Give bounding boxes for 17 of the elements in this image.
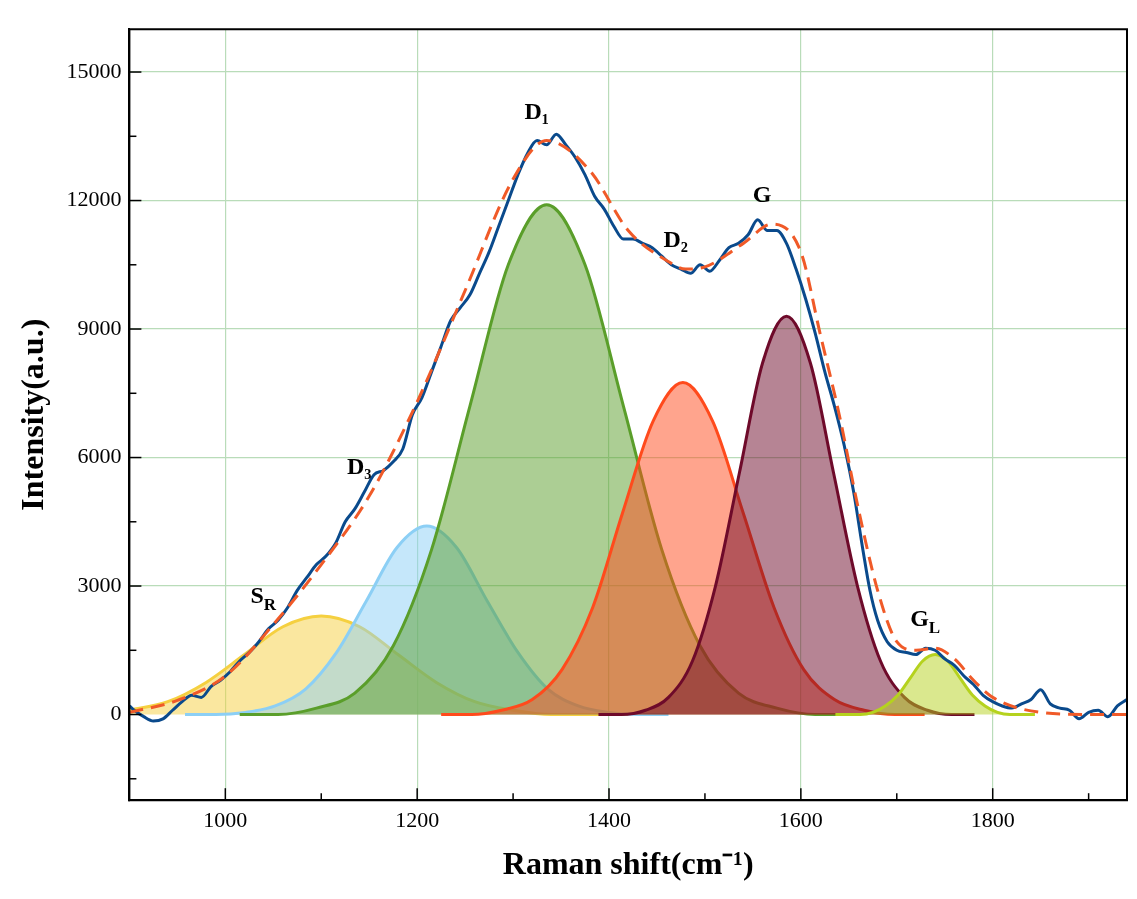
x-tick-label: 1000: [203, 807, 248, 833]
y-tick-label: 12000: [66, 186, 122, 212]
y-tick-label: 6000: [77, 443, 122, 469]
x-tick-label: 1200: [395, 807, 440, 833]
x-tick-label: 1800: [970, 807, 1015, 833]
y-tick-label: 15000: [66, 57, 122, 83]
y-tick-label: 9000: [77, 314, 122, 340]
y-tick-label: 3000: [77, 571, 122, 597]
x-axis-title: Raman shift(cm⁻¹): [502, 845, 754, 882]
annotation: D₃: [346, 453, 372, 480]
annotation: G: [752, 181, 772, 208]
annotation: D₁: [524, 97, 549, 124]
y-tick-label: 0: [110, 700, 122, 726]
x-tick-label: 1600: [778, 807, 823, 833]
y-axis-title: Intensity(a.u.): [14, 318, 51, 511]
x-tick-label: 1400: [587, 807, 632, 833]
annotation: D₂: [663, 226, 689, 253]
